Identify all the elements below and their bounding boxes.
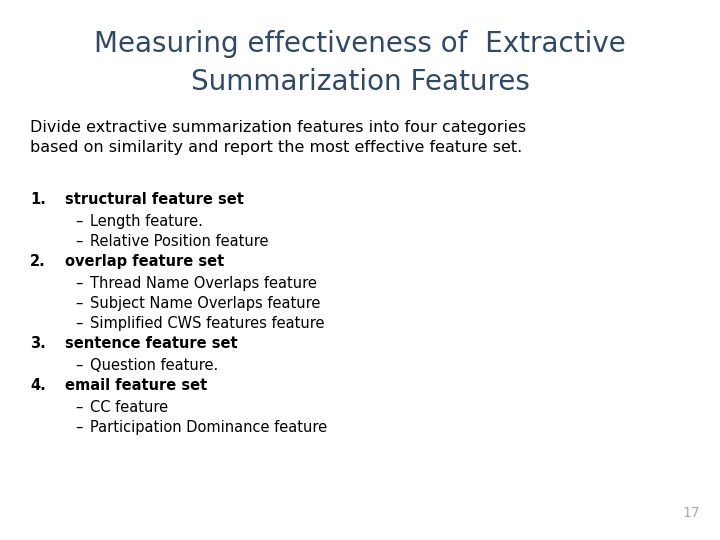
Text: Question feature.: Question feature. <box>90 358 218 373</box>
Text: 3.: 3. <box>30 336 46 351</box>
Text: Summarization Features: Summarization Features <box>191 68 529 96</box>
Text: email feature set: email feature set <box>65 378 207 393</box>
Text: –: – <box>75 316 82 331</box>
Text: –: – <box>75 296 82 311</box>
Text: 1.: 1. <box>30 192 46 207</box>
Text: structural feature set: structural feature set <box>65 192 244 207</box>
Text: Simplified CWS features feature: Simplified CWS features feature <box>90 316 325 331</box>
Text: Divide extractive summarization features into four categories: Divide extractive summarization features… <box>30 120 526 135</box>
Text: –: – <box>75 358 82 373</box>
Text: Participation Dominance feature: Participation Dominance feature <box>90 420 327 435</box>
Text: Thread Name Overlaps feature: Thread Name Overlaps feature <box>90 276 317 291</box>
Text: –: – <box>75 234 82 249</box>
Text: sentence feature set: sentence feature set <box>65 336 238 351</box>
Text: 4.: 4. <box>30 378 46 393</box>
Text: Relative Position feature: Relative Position feature <box>90 234 269 249</box>
Text: –: – <box>75 420 82 435</box>
Text: Subject Name Overlaps feature: Subject Name Overlaps feature <box>90 296 320 311</box>
Text: overlap feature set: overlap feature set <box>65 254 224 269</box>
Text: Length feature.: Length feature. <box>90 214 203 229</box>
Text: Measuring effectiveness of  Extractive: Measuring effectiveness of Extractive <box>94 30 626 58</box>
Text: –: – <box>75 276 82 291</box>
Text: 17: 17 <box>683 506 700 520</box>
Text: CC feature: CC feature <box>90 400 168 415</box>
Text: based on similarity and report the most effective feature set.: based on similarity and report the most … <box>30 140 522 155</box>
Text: –: – <box>75 400 82 415</box>
Text: –: – <box>75 214 82 229</box>
Text: 2.: 2. <box>30 254 46 269</box>
